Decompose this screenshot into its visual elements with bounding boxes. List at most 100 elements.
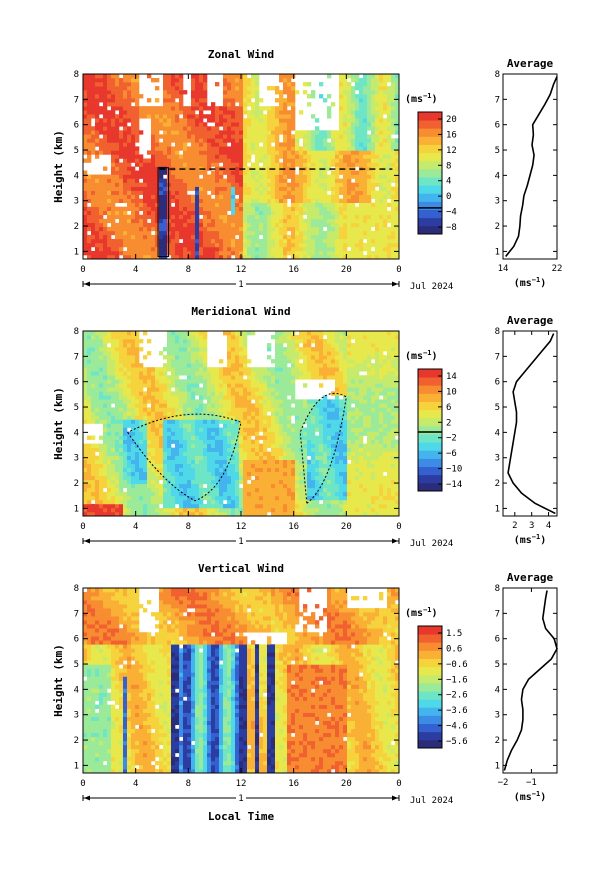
heatmap-cell (175, 347, 179, 351)
heatmap-cell (99, 183, 103, 187)
heatmap-cell (339, 231, 343, 235)
heatmap-cell (367, 154, 371, 158)
heatmap-cell (203, 191, 207, 195)
heatmap-cell (383, 94, 387, 98)
heatmap-cell (135, 227, 139, 231)
heatmap-cell (319, 207, 323, 211)
heatmap-cell (183, 379, 187, 383)
heatmap-cell (223, 183, 227, 187)
heatmap-cell (111, 215, 115, 219)
heatmap-cell (295, 235, 299, 239)
heatmap-cell (147, 440, 151, 444)
heatmap-cell (155, 391, 159, 395)
heatmap-cell (291, 211, 295, 215)
heatmap-cell (163, 142, 167, 146)
heatmap-cell (379, 86, 383, 90)
heatmap-cell (147, 391, 151, 395)
heatmap-cell (147, 247, 151, 251)
heatmap-cell (387, 187, 391, 191)
heatmap-cell (211, 158, 215, 162)
heatmap-cell (163, 191, 167, 195)
heatmap-cell (83, 215, 87, 219)
heatmap-cell (191, 339, 195, 343)
heatmap-cell (215, 158, 219, 162)
heatmap-cell (291, 191, 295, 195)
heatmap-cell (299, 239, 303, 243)
heatmap-cell (95, 102, 99, 106)
heatmap-cell (231, 122, 235, 126)
heatmap-cell (83, 504, 87, 508)
heatmap-cell (123, 339, 127, 343)
heatmap-cell (307, 183, 311, 187)
heatmap-cell (387, 146, 391, 150)
heatmap-cell (347, 251, 351, 255)
heatmap-cell (239, 122, 243, 126)
heatmap-cell (183, 387, 187, 391)
heatmap-cell (131, 444, 135, 448)
heatmap-cell (91, 375, 95, 379)
heatmap-cell (215, 195, 219, 199)
heatmap-cell (371, 122, 375, 126)
heatmap-cell (291, 82, 295, 86)
heatmap-cell (355, 86, 359, 90)
heatmap-cell (363, 191, 367, 195)
heatmap-cell (183, 231, 187, 235)
heatmap-cell (179, 179, 183, 183)
heatmap-cell (191, 118, 195, 122)
heatmap-cell (215, 460, 219, 464)
heatmap-cell (83, 203, 87, 207)
heatmap-cell (307, 219, 311, 223)
heatmap-cell (131, 436, 135, 440)
heatmap-cell (95, 106, 99, 110)
heatmap-cell (115, 379, 119, 383)
heatmap-cell (215, 476, 219, 480)
heatmap-cell (175, 464, 179, 468)
heatmap-cell (223, 191, 227, 195)
heatmap-2 (83, 331, 399, 516)
heatmap-cell (87, 411, 91, 415)
heatmap-cell (271, 130, 275, 134)
heatmap-cell (251, 110, 255, 114)
heatmap-cell (223, 391, 227, 395)
colorbar-swatch (418, 136, 442, 145)
heatmap-cell (299, 110, 303, 114)
heatmap-cell (239, 82, 243, 86)
profile-y-tick-label: 2 (495, 222, 500, 232)
heatmap-cell (143, 331, 147, 335)
heatmap-cell (127, 102, 131, 106)
heatmap-cell (219, 223, 223, 227)
heatmap-cell (239, 235, 243, 239)
heatmap-cell (127, 78, 131, 82)
heatmap-cell (339, 207, 343, 211)
heatmap-cell (99, 90, 103, 94)
heatmap-cell (115, 138, 119, 142)
heatmap-cell (167, 106, 171, 110)
heatmap-cell (371, 102, 375, 106)
heatmap-cell (127, 203, 131, 207)
heatmap-cell (227, 355, 231, 359)
heatmap-cell (127, 227, 131, 231)
heatmap-cell (243, 102, 247, 106)
heatmap-cell (163, 78, 167, 82)
heatmap-cell (347, 183, 351, 187)
heatmap-cell (83, 407, 87, 411)
heatmap-cell (291, 102, 295, 106)
heatmap-cell (131, 415, 135, 419)
heatmap-cell (271, 247, 275, 251)
heatmap-cell (147, 424, 151, 428)
heatmap-cell (231, 162, 235, 166)
heatmap-cell (143, 484, 147, 488)
heatmap-cell (147, 496, 151, 500)
heatmap-cell (167, 387, 171, 391)
heatmap-cell (331, 203, 335, 207)
heatmap-cell (143, 504, 147, 508)
heatmap-cell (131, 110, 135, 114)
heatmap-cell (355, 82, 359, 86)
heatmap-cell (199, 375, 203, 379)
heatmap-cell (271, 146, 275, 150)
heatmap-cell (83, 375, 87, 379)
heatmap-cell (215, 215, 219, 219)
heatmap-cell (307, 247, 311, 251)
heatmap-cell (211, 460, 215, 464)
heatmap-cell (83, 371, 87, 375)
